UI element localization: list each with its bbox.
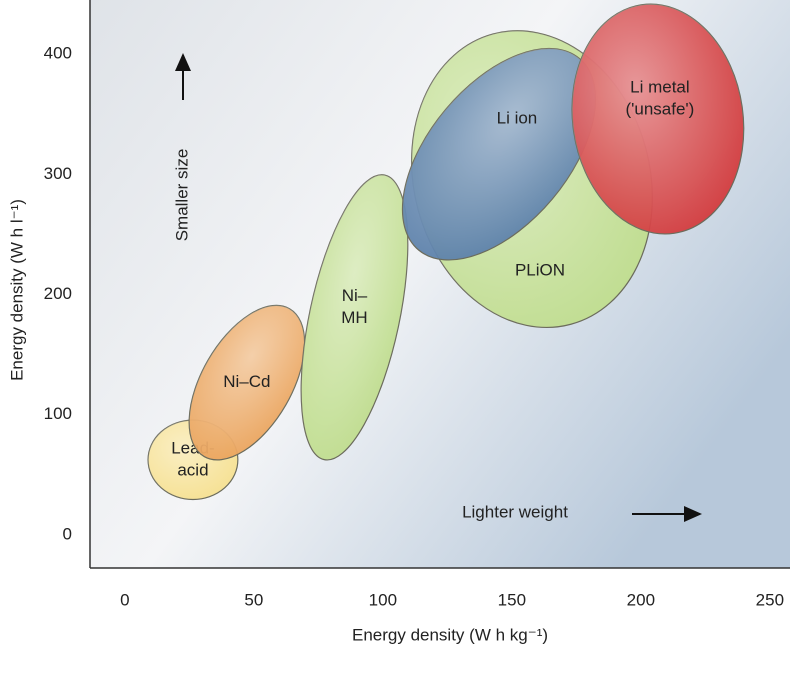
region-shine [301, 174, 408, 460]
annotation: Lighter weight [462, 502, 568, 521]
region-label: acid [177, 460, 208, 479]
region-label: Li metal [630, 77, 690, 96]
x-axis-title: Energy density (W h kg⁻¹) [352, 625, 548, 644]
y-tick-label: 200 [44, 284, 72, 303]
region-label: Ni–Cd [223, 372, 270, 391]
region-label: ('unsafe') [625, 99, 694, 118]
region-label: PLiON [515, 261, 565, 280]
y-axis-title: Energy density (W h l⁻¹) [7, 199, 26, 381]
region-label: Ni– [342, 286, 368, 305]
y-tick-label: 300 [44, 164, 72, 183]
x-tick-label: 0 [120, 590, 129, 609]
x-tick-label: 150 [498, 590, 526, 609]
region-shine [572, 4, 744, 234]
region-label: MH [341, 308, 367, 327]
region-shine [189, 305, 305, 460]
y-tick-label: 100 [44, 404, 72, 423]
x-tick-label: 250 [756, 590, 784, 609]
region-shine [402, 48, 596, 260]
y-tick-label: 0 [63, 524, 72, 543]
x-tick-label: 200 [627, 590, 655, 609]
region-label: Li ion [497, 109, 538, 128]
annotation: Smaller size [172, 149, 191, 242]
x-tick-label: 50 [244, 590, 263, 609]
y-tick-label: 400 [44, 44, 72, 63]
x-tick-label: 100 [369, 590, 397, 609]
